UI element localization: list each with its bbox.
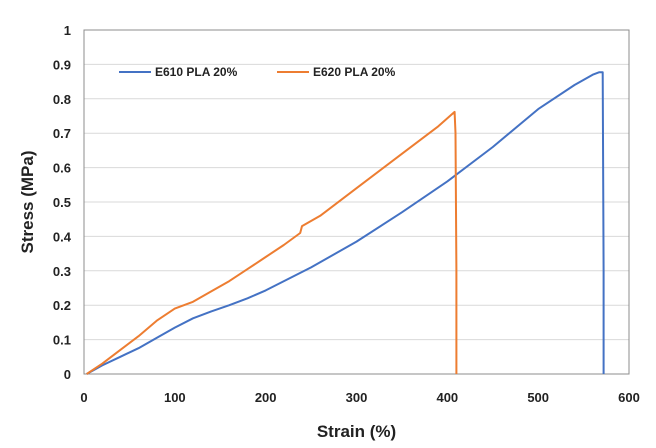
y-tick-label: 0.4 [53, 229, 72, 244]
y-tick-label: 0.8 [53, 92, 71, 107]
x-tick-labels: 0 100 200 300 400 500 600 [80, 390, 639, 405]
y-tick-label: 0 [64, 367, 71, 382]
series-lines [86, 71, 605, 375]
x-tick-label: 400 [436, 390, 458, 405]
y-tick-label: 0.6 [53, 161, 71, 176]
plot-area-border [83, 29, 630, 375]
x-tick-label: 0 [80, 390, 87, 405]
series-line-2 [86, 110, 458, 375]
legend-label-1: E610 PLA 20% [155, 65, 238, 79]
y-tick-label: 0.2 [53, 298, 71, 313]
x-axis-title: Strain (%) [317, 422, 396, 441]
legend: E610 PLA 20% E620 PLA 20% [119, 65, 396, 79]
y-tick-labels: 0 0.1 0.2 0.3 0.4 0.5 0.6 0.7 0.8 0.9 1 [53, 23, 72, 382]
y-tick-label: 0.7 [53, 126, 71, 141]
x-tick-label: 300 [346, 390, 368, 405]
series-line-1 [86, 71, 605, 375]
y-tick-label: 1 [64, 23, 71, 38]
x-tick-label: 500 [527, 390, 549, 405]
y-tick-label: 0.1 [53, 333, 71, 348]
y-axis-title: Stress (MPa) [18, 151, 37, 254]
x-tick-label: 600 [618, 390, 640, 405]
legend-label-2: E620 PLA 20% [313, 65, 396, 79]
x-tick-label: 200 [255, 390, 277, 405]
y-tick-label: 0.9 [53, 57, 71, 72]
x-tick-label: 100 [164, 390, 186, 405]
y-tick-label: 0.3 [53, 264, 71, 279]
y-tick-label: 0.5 [53, 195, 71, 210]
